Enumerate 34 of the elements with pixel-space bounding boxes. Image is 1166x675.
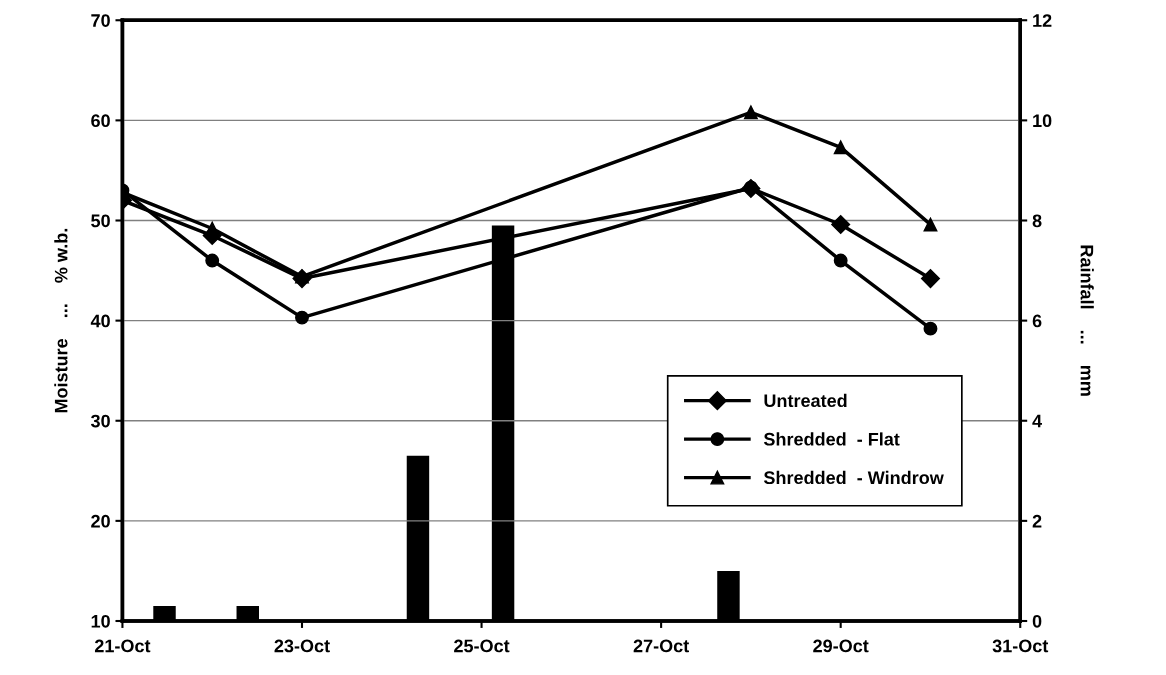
y-tick-label: 10: [91, 614, 110, 628]
y2-tick-label: 4: [1032, 414, 1042, 428]
point: [923, 321, 938, 336]
point: [743, 105, 758, 120]
point: [205, 253, 220, 268]
y-tick-label: 20: [91, 514, 110, 528]
x-tick-label: 25-Oct: [454, 639, 510, 653]
y-tick-label: 60: [91, 114, 110, 128]
legend-label: Untreated: [764, 393, 847, 408]
point: [833, 253, 848, 268]
y2-axis-title: Rainfall ... mm: [1080, 245, 1094, 396]
x-tick-label: 23-Oct: [274, 639, 330, 653]
x-tick-label: 21-Oct: [94, 639, 151, 653]
y2-tick-label: 2: [1032, 514, 1042, 528]
y-axis-title: Moisture ... % w.b.: [54, 228, 68, 413]
point: [295, 310, 309, 325]
y2-tick-label: 12: [1033, 14, 1052, 27]
point: [831, 214, 851, 235]
y-tick-label: 40: [90, 314, 110, 328]
point: [923, 217, 938, 232]
x-tick-label: 31-Oct: [992, 639, 1049, 653]
x-tick-label: 29-Oct: [813, 639, 869, 653]
point: [833, 140, 848, 155]
y-tick-label: 70: [91, 14, 110, 27]
y2-tick-label: 10: [1033, 114, 1052, 128]
y-tick-label: 30: [90, 414, 110, 428]
x-tick-label: 27-Oct: [633, 639, 689, 653]
legend-label: Shredded - Flat: [763, 432, 900, 446]
point: [920, 269, 941, 289]
y2-tick-label: 8: [1032, 214, 1042, 228]
y2-tick-label: 0: [1032, 614, 1042, 628]
y-tick-label: 50: [91, 214, 110, 228]
y2-tick-label: 6: [1032, 314, 1042, 328]
legend-label: Shredded - Windrow: [763, 470, 944, 485]
